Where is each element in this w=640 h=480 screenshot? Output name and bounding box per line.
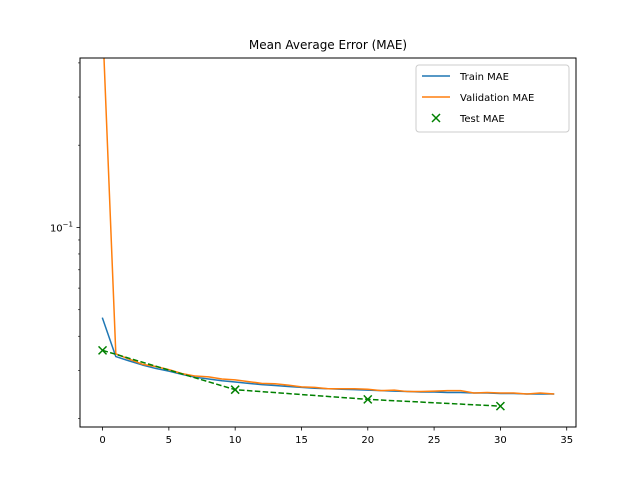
x-tick-label: 25 <box>428 435 441 446</box>
x-tick-label: 20 <box>361 435 374 446</box>
legend-train-label: Train MAE <box>459 72 509 83</box>
legend-validation-label: Validation MAE <box>460 93 534 104</box>
series-line-1 <box>103 58 555 395</box>
chart-title: Mean Average Error (MAE) <box>249 38 407 52</box>
test-mae-marker-stroke <box>98 345 108 355</box>
test-mae-marker <box>98 345 108 355</box>
legend-test-marker <box>431 113 441 123</box>
test-mae-marker <box>363 394 373 404</box>
axes-frame <box>79 57 577 428</box>
test-mae-marker-stroke <box>363 394 373 404</box>
x-tick-label: 35 <box>560 435 573 446</box>
y-tick-label: 10−1 <box>50 220 73 234</box>
test-mae-marker <box>230 385 240 395</box>
tick-layer: 0 5 10 15 20 25 30 35 10−1 <box>50 62 573 446</box>
x-tick-label: 0 <box>99 435 105 446</box>
test-mae-marker-stroke <box>495 401 505 411</box>
x-tick-label: 10 <box>229 435 242 446</box>
test-mae-marker <box>495 401 505 411</box>
legend-box <box>415 64 570 133</box>
x-tick-label: 15 <box>295 435 308 446</box>
series-layer <box>98 58 555 411</box>
legend: Train MAE Validation MAE Test MAE <box>415 64 570 133</box>
x-tick-label: 30 <box>494 435 507 446</box>
test-mae-marker-stroke <box>230 385 240 395</box>
x-tick-label: 5 <box>166 435 172 446</box>
legend-test-label: Test MAE <box>459 114 505 125</box>
